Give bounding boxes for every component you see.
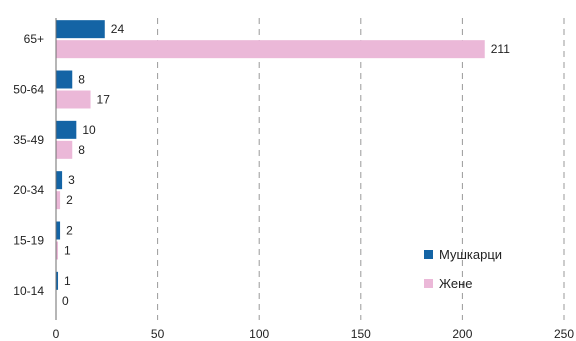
x-tick-label-100: 100 [249, 327, 269, 341]
x-tick-label-200: 200 [452, 327, 472, 341]
data-label-women-20-34: 2 [66, 193, 73, 207]
y-tick-label-35-49: 35-49 [13, 133, 44, 147]
x-tick-label-250: 250 [554, 327, 574, 341]
data-label-men-50-64: 8 [78, 73, 85, 87]
y-axis-tick-labels: 65+ 50-64 35-49 20-34 15-19 10-14 [13, 32, 44, 298]
bar-men-50-64 [56, 70, 73, 89]
bar-men-15-19 [56, 221, 61, 240]
legend-label-women: Жене [439, 276, 472, 291]
legend-swatch-men [424, 250, 433, 259]
data-label-women-35-49: 8 [78, 143, 85, 157]
data-label-men-20-34: 3 [68, 173, 75, 187]
grid [157, 18, 565, 320]
y-tick-label-50-64: 50-64 [13, 83, 44, 97]
bar-women-15-19 [56, 241, 59, 260]
bar-women-50-64 [56, 90, 91, 109]
y-tick-label-65-plus: 65+ [24, 32, 44, 46]
bar-women-35-49 [56, 140, 73, 159]
bar-men-10-14 [56, 271, 59, 290]
bar-men-20-34 [56, 171, 63, 190]
x-tick-label-50: 50 [151, 327, 165, 341]
x-axis-tick-labels: 0 50 100 150 200 250 [53, 327, 575, 341]
bar-men-35-49 [56, 120, 77, 139]
x-tick-label-150: 150 [351, 327, 371, 341]
data-label-men-10-14: 1 [64, 274, 71, 288]
y-tick-label-15-19: 15-19 [13, 234, 44, 248]
bar-women-20-34 [56, 191, 61, 210]
bar-men-65-plus [56, 20, 105, 39]
data-label-men-15-19: 2 [66, 224, 73, 238]
data-label-men-65-plus: 24 [111, 22, 125, 36]
legend-swatch-women [424, 279, 433, 288]
data-label-women-10-14: 0 [62, 294, 69, 308]
bars [56, 20, 485, 290]
data-label-men-35-49: 10 [82, 123, 96, 137]
legend: Мушкарци Жене [424, 247, 502, 291]
x-tick-label-0: 0 [53, 327, 60, 341]
y-tick-label-20-34: 20-34 [13, 183, 44, 197]
data-label-women-15-19: 1 [64, 244, 71, 258]
bar-women-65-plus [56, 40, 485, 59]
data-label-women-50-64: 17 [97, 93, 111, 107]
y-tick-label-10-14: 10-14 [13, 284, 44, 298]
legend-label-men: Мушкарци [439, 247, 502, 262]
data-label-women-65-plus: 211 [491, 42, 510, 56]
